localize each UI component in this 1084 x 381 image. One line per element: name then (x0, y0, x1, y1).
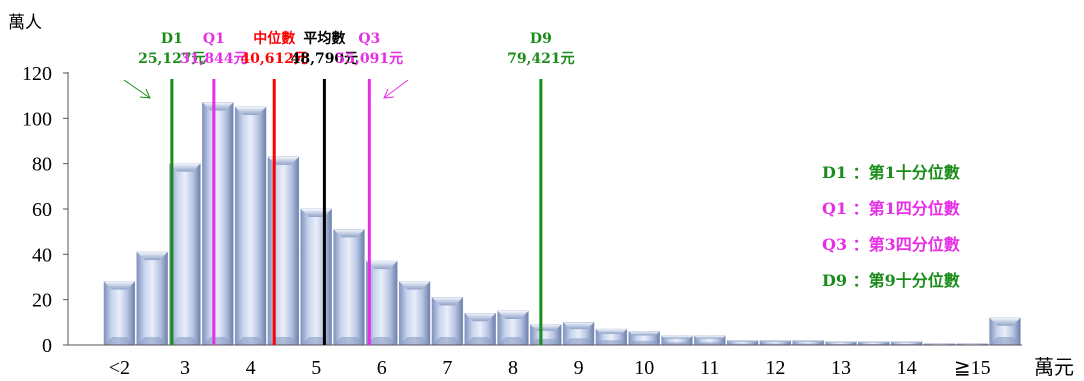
y-tick-label: 40 (32, 244, 52, 266)
bar (825, 341, 857, 346)
x-tick-label: 13 (831, 357, 851, 379)
marker-value: 31,844元 (180, 51, 248, 67)
bar (464, 313, 496, 346)
bar (234, 106, 267, 346)
y-tick-label: 20 (32, 290, 52, 312)
marker-d1: D1 25,127元 (138, 31, 206, 345)
bar (694, 335, 726, 346)
x-tick-label: 3 (180, 357, 190, 379)
x-tick-label: 11 (700, 357, 719, 379)
legend-entry: Q1 ：第1四分位數 (822, 199, 960, 218)
x-tick-label: 8 (508, 357, 518, 379)
x-tick-label: 4 (246, 357, 256, 379)
marker-value: 55,091元 (336, 51, 404, 67)
marker-q3: Q3 55,091元 (336, 31, 404, 345)
marker-value: 79,421元 (507, 51, 575, 67)
y-tick-label: 100 (22, 108, 52, 130)
marker-name: Q3 (358, 31, 380, 47)
marker-name: D9 (530, 31, 552, 47)
x-tick-label: 7 (442, 357, 452, 379)
d1-arrow-icon (123, 79, 151, 99)
bar (562, 322, 595, 346)
y-tick-label: 60 (32, 199, 52, 221)
x-tick-label: 14 (897, 357, 917, 379)
x-tick-label: 6 (377, 357, 387, 379)
bar (202, 102, 234, 346)
legend-entry: Q3 ：第3四分位數 (822, 235, 960, 254)
bar (333, 229, 365, 346)
x-axis-ticks: <2 3 4 5 6 7 8 9 10 11 12 13 14 ≧15 (109, 357, 991, 379)
bar (267, 156, 300, 346)
bar (366, 260, 398, 346)
marker-mean: 平均數 48,790元 (291, 30, 359, 345)
bar (890, 341, 923, 346)
q3-arrow-icon (383, 79, 409, 99)
y-axis-label: 萬人 (8, 13, 42, 33)
legend-entry: D9 ：第9十分位數 (822, 271, 960, 290)
marker-median: 中位數 40,612元 (240, 30, 308, 345)
marker-value: 25,127元 (138, 51, 206, 67)
legend-entry: D1 ：第1十分位數 (822, 163, 960, 182)
bar (431, 297, 464, 346)
bar (300, 208, 332, 346)
y-tick-label: 120 (22, 63, 52, 85)
bar (792, 340, 824, 346)
histogram-bars (103, 102, 1021, 346)
marker-name: 平均數 (303, 30, 345, 47)
bar (628, 331, 660, 346)
bar (398, 281, 431, 346)
bar (497, 310, 529, 346)
bar (169, 163, 201, 346)
x-tick-label: 12 (765, 357, 785, 379)
marker-name: D1 (161, 31, 183, 47)
bar (530, 324, 562, 346)
bar (595, 328, 628, 346)
marker-name: 中位數 (253, 30, 295, 47)
x-tick-label: 5 (311, 357, 321, 379)
x-tick-label: ≧15 (954, 357, 991, 379)
marker-q1: Q1 31,844元 (180, 31, 248, 345)
bar (759, 340, 792, 346)
x-tick-label: <2 (109, 357, 130, 379)
marker-name: Q1 (203, 31, 225, 47)
y-axis-ticks: 0 20 40 60 80 100 120 (22, 63, 68, 357)
bar (989, 317, 1021, 346)
x-axis-unit: 萬元 (1034, 356, 1074, 379)
bar (858, 341, 890, 346)
y-tick-label: 80 (32, 154, 52, 176)
marker-value: 48,790元 (291, 51, 359, 67)
bar (726, 340, 759, 346)
bar (103, 281, 136, 346)
x-tick-label: 9 (574, 357, 584, 379)
y-tick-label: 0 (42, 335, 52, 357)
x-tick-label: 10 (634, 357, 654, 379)
bar (661, 335, 693, 346)
marker-d9: D9 79,421元 (507, 31, 575, 345)
marker-value: 40,612元 (240, 51, 308, 67)
legend: D1 ：第1十分位數 Q1 ：第1四分位數 Q3 ：第3四分位數 D9 ：第9十分位數 (822, 163, 960, 290)
bar (136, 251, 168, 346)
percentile-markers: D125,127元Q131,844元中位數40,612元平均數48,790元Q3… (138, 30, 575, 345)
